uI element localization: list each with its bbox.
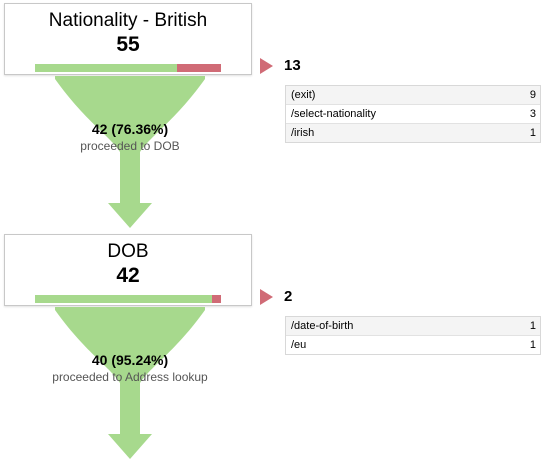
exit-row[interactable]: /select-nationality 3 xyxy=(286,105,540,124)
step-visit-count: 42 xyxy=(116,264,140,287)
exit-path: /select-nationality xyxy=(291,108,376,120)
exit-path: /date-of-birth xyxy=(291,320,354,332)
proceeded-summary: 40 (95.24%) proceeded to Address lookup xyxy=(20,352,240,384)
step-card[interactable]: Nationality - British 55 xyxy=(4,3,252,75)
funnel-flow-graphic xyxy=(55,76,205,231)
exit-row[interactable]: /irish 1 xyxy=(286,124,540,142)
proceed-bar-fill xyxy=(35,64,178,72)
exit-path: (exit) xyxy=(291,89,316,101)
step-name: DOB xyxy=(107,241,149,262)
step-card[interactable]: DOB 42 xyxy=(4,234,252,306)
exit-path: /eu xyxy=(291,339,307,351)
exit-row[interactable]: /date-of-birth 1 xyxy=(286,317,540,336)
funnel-flow-graphic xyxy=(55,307,205,462)
exit-arrow-icon[interactable] xyxy=(260,289,273,305)
proceeded-label: proceeded to Address lookup xyxy=(52,370,208,384)
step-visit-count: 55 xyxy=(116,33,140,56)
exit-path-count: 3 xyxy=(529,108,536,120)
proceeded-count: 42 (76.36%) xyxy=(91,121,169,137)
proceeded-count: 40 (95.24%) xyxy=(91,352,169,368)
exit-path: /irish xyxy=(291,127,315,139)
exit-count[interactable]: 13 xyxy=(284,57,301,74)
funnel-step-dob: DOB 42 40 (95.24%) proceeded to Address … xyxy=(0,231,548,462)
exit-arrow-icon[interactable] xyxy=(260,58,273,74)
exit-path-count: 1 xyxy=(529,339,536,351)
exit-pages-table: (exit) 9 /select-nationality 3 /irish 1 xyxy=(285,85,541,143)
exit-path-count: 1 xyxy=(529,127,536,139)
proceed-exit-bar xyxy=(35,295,221,303)
exit-path-count: 9 xyxy=(529,89,536,101)
exit-row[interactable]: (exit) 9 xyxy=(286,86,540,105)
exit-row[interactable]: /eu 1 xyxy=(286,336,540,354)
step-name: Nationality - British xyxy=(48,10,208,31)
funnel-step-nationality: Nationality - British 55 42 (76.36%) pro… xyxy=(4,3,541,231)
proceed-bar-fill xyxy=(35,295,213,303)
proceed-exit-bar xyxy=(35,64,221,72)
proceeded-summary: 42 (76.36%) proceeded to DOB xyxy=(20,121,240,153)
exit-pages-table: /date-of-birth 1 /eu 1 xyxy=(285,316,541,355)
proceeded-label: proceeded to DOB xyxy=(80,139,180,153)
exit-path-count: 1 xyxy=(529,320,536,332)
exit-count[interactable]: 2 xyxy=(284,288,293,305)
